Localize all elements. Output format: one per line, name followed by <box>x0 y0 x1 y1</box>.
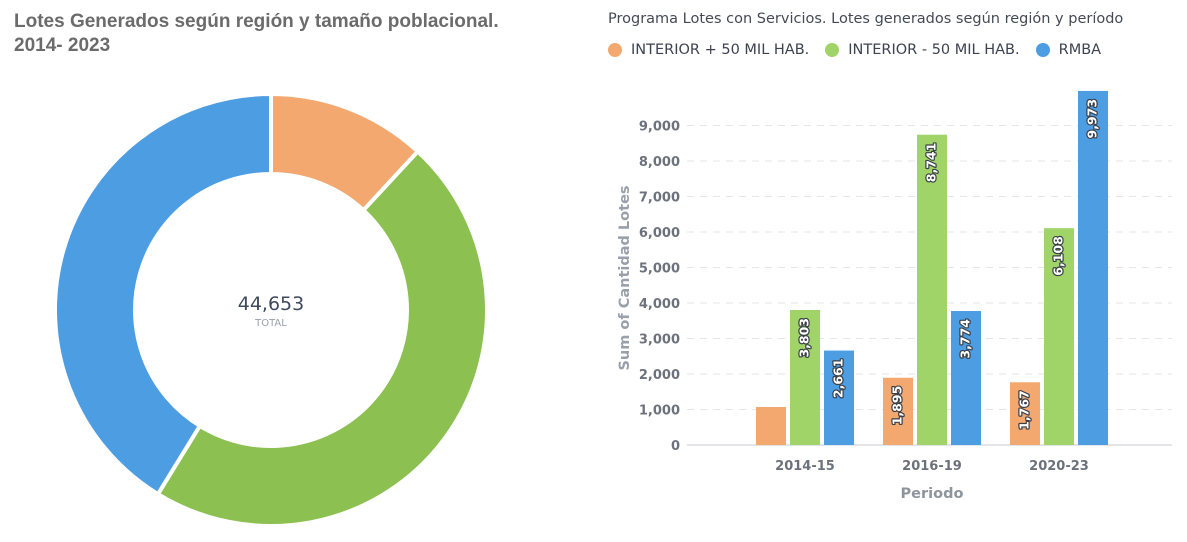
y-tick-label: 5,000 <box>639 262 680 277</box>
bar-chart-title: Programa Lotes con Servicios. Lotes gene… <box>608 11 1124 27</box>
bar-chart-legend: INTERIOR + 50 MIL HAB. INTERIOR - 50 MIL… <box>608 42 1101 58</box>
y-tick-label: 6,000 <box>639 226 680 241</box>
y-axis-ticks: 0 1,000 2,000 3,000 4,000 5,000 6,000 7,000 8,00… <box>639 120 680 455</box>
bar-chart: 0 1,000 2,000 3,000 4,000 5,000 6,000 7,000 8,00… <box>617 90 1172 502</box>
bar-2016-19-interior-50-mil-hab[interactable] <box>917 134 947 445</box>
bar-2016-19-interior-50-mil-hab[interactable] <box>883 377 913 445</box>
bar-2014-15-interior-50-mil-hab[interactable] <box>790 309 820 445</box>
legend-item-interior-minus-50[interactable]: INTERIOR - 50 MIL HAB. <box>825 42 1020 58</box>
bar-data-label: 3,774 <box>958 319 973 359</box>
legend-label-interior-minus-50: INTERIOR - 50 MIL HAB. <box>848 42 1020 58</box>
bar-2020-23-interior-50-mil-hab[interactable] <box>1044 228 1074 445</box>
x-tick-label: 2016-19 <box>902 459 962 474</box>
donut-total-value: 44,653 <box>238 293 304 315</box>
legend-item-interior-plus-50[interactable]: INTERIOR + 50 MIL HAB. <box>608 42 809 58</box>
donut-chart: 44,653 TOTAL <box>53 91 489 528</box>
y-tick-label: 4,000 <box>639 297 680 312</box>
x-axis-ticks: 2014-15 2016-19 2020-23 <box>775 459 1089 474</box>
bar-marks: 3,803 2,661 1,895 8,741 3,774 1,767 6,108 9,973 <box>756 90 1108 445</box>
bar-data-label: 2,661 <box>831 359 846 399</box>
bar-2014-15-interior-50-mil-hab[interactable] <box>756 407 786 445</box>
bar-2016-19-rmba[interactable] <box>951 311 981 445</box>
y-tick-label: 1,000 <box>639 404 680 419</box>
x-tick-label: 2014-15 <box>775 459 835 474</box>
legend-dot-orange <box>608 43 622 57</box>
x-axis-label: Periodo <box>901 486 964 502</box>
donut-slice-interior-50-mil-hab[interactable] <box>155 148 489 528</box>
bar-data-label: 8,741 <box>924 143 939 183</box>
bar-2014-15-rmba[interactable] <box>824 350 854 445</box>
x-tick-label: 2020-23 <box>1029 459 1089 474</box>
bar-2020-23-rmba[interactable] <box>1078 90 1108 445</box>
y-tick-label: 8,000 <box>639 155 680 170</box>
bar-data-label: 3,803 <box>797 318 812 358</box>
y-tick-label: 3,000 <box>639 333 680 348</box>
y-tick-label: 9,000 <box>639 120 680 135</box>
bar-data-label: 6,108 <box>1051 236 1066 276</box>
y-tick-label: 2,000 <box>639 368 680 383</box>
bar-data-label: 1,895 <box>890 386 905 426</box>
bar-data-label: 9,973 <box>1085 99 1100 139</box>
legend-label-interior-plus-50: INTERIOR + 50 MIL HAB. <box>631 42 810 58</box>
bar-data-label: 1,767 <box>1017 390 1032 430</box>
donut-title-line-2: 2014- 2023 <box>14 35 111 56</box>
donut-title-line-1: Lotes Generados según región y tamaño po… <box>14 11 499 32</box>
legend-dot-blue <box>1035 43 1050 57</box>
y-tick-label: 7,000 <box>639 191 680 206</box>
donut-chart-title: Lotes Generados según región y tamaño po… <box>14 10 574 58</box>
donut-slice-rmba[interactable] <box>53 91 273 497</box>
donut-total-label: TOTAL <box>254 318 287 329</box>
legend-label-rmba: RMBA <box>1058 42 1102 58</box>
legend-dot-green <box>825 43 840 57</box>
y-tick-label: 0 <box>671 439 680 454</box>
legend-item-rmba[interactable]: RMBA <box>1035 42 1102 58</box>
donut-slices <box>53 91 489 528</box>
y-axis-label: Sum of Cantidad Lotes <box>617 185 633 370</box>
bar-2020-23-interior-50-mil-hab[interactable] <box>1010 382 1040 445</box>
